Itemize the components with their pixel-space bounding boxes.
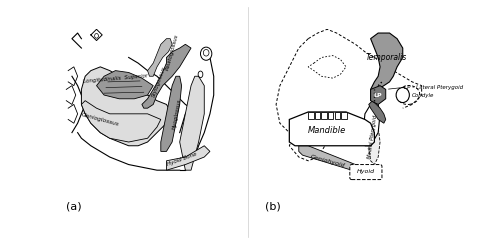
Polygon shape xyxy=(370,86,386,104)
Polygon shape xyxy=(290,112,374,146)
Ellipse shape xyxy=(396,88,409,102)
Text: Hyoid: Hyoid xyxy=(357,169,375,174)
Polygon shape xyxy=(96,71,153,99)
Text: Hyoid Bone: Hyoid Bone xyxy=(166,151,197,167)
Text: Longitudinalis  Superior: Longitudinalis Superior xyxy=(83,74,148,84)
Text: Mandible: Mandible xyxy=(308,126,346,135)
Polygon shape xyxy=(180,76,204,170)
Polygon shape xyxy=(368,101,386,123)
Polygon shape xyxy=(322,112,327,120)
Polygon shape xyxy=(82,101,161,142)
Text: Temporalis: Temporalis xyxy=(366,53,408,62)
Text: Medial Pterygoid: Medial Pterygoid xyxy=(367,114,378,159)
Text: Hyoglossus: Hyoglossus xyxy=(172,98,182,130)
Text: Condyle: Condyle xyxy=(412,92,434,98)
Polygon shape xyxy=(363,101,380,146)
Polygon shape xyxy=(142,44,191,108)
Polygon shape xyxy=(161,76,182,151)
Polygon shape xyxy=(315,112,320,120)
Text: Palatoglossus: Palatoglossus xyxy=(165,33,180,71)
Ellipse shape xyxy=(200,47,212,60)
Text: LP - Lateral Pterygoid: LP - Lateral Pterygoid xyxy=(404,85,463,90)
Polygon shape xyxy=(328,112,334,120)
Polygon shape xyxy=(166,146,210,170)
Text: (b): (b) xyxy=(265,202,280,212)
Polygon shape xyxy=(308,112,314,120)
Polygon shape xyxy=(365,108,380,164)
Text: Stylogossus: Stylogossus xyxy=(151,66,167,98)
Text: Geniohyoid: Geniohyoid xyxy=(309,154,345,168)
FancyBboxPatch shape xyxy=(350,164,382,180)
Text: (a): (a) xyxy=(66,202,82,212)
Text: LP: LP xyxy=(374,92,382,98)
Polygon shape xyxy=(148,39,172,76)
Polygon shape xyxy=(299,146,360,170)
Polygon shape xyxy=(82,67,172,146)
Polygon shape xyxy=(342,112,346,120)
Text: Genioglossus: Genioglossus xyxy=(81,112,120,127)
Polygon shape xyxy=(370,33,402,101)
Polygon shape xyxy=(334,112,340,120)
